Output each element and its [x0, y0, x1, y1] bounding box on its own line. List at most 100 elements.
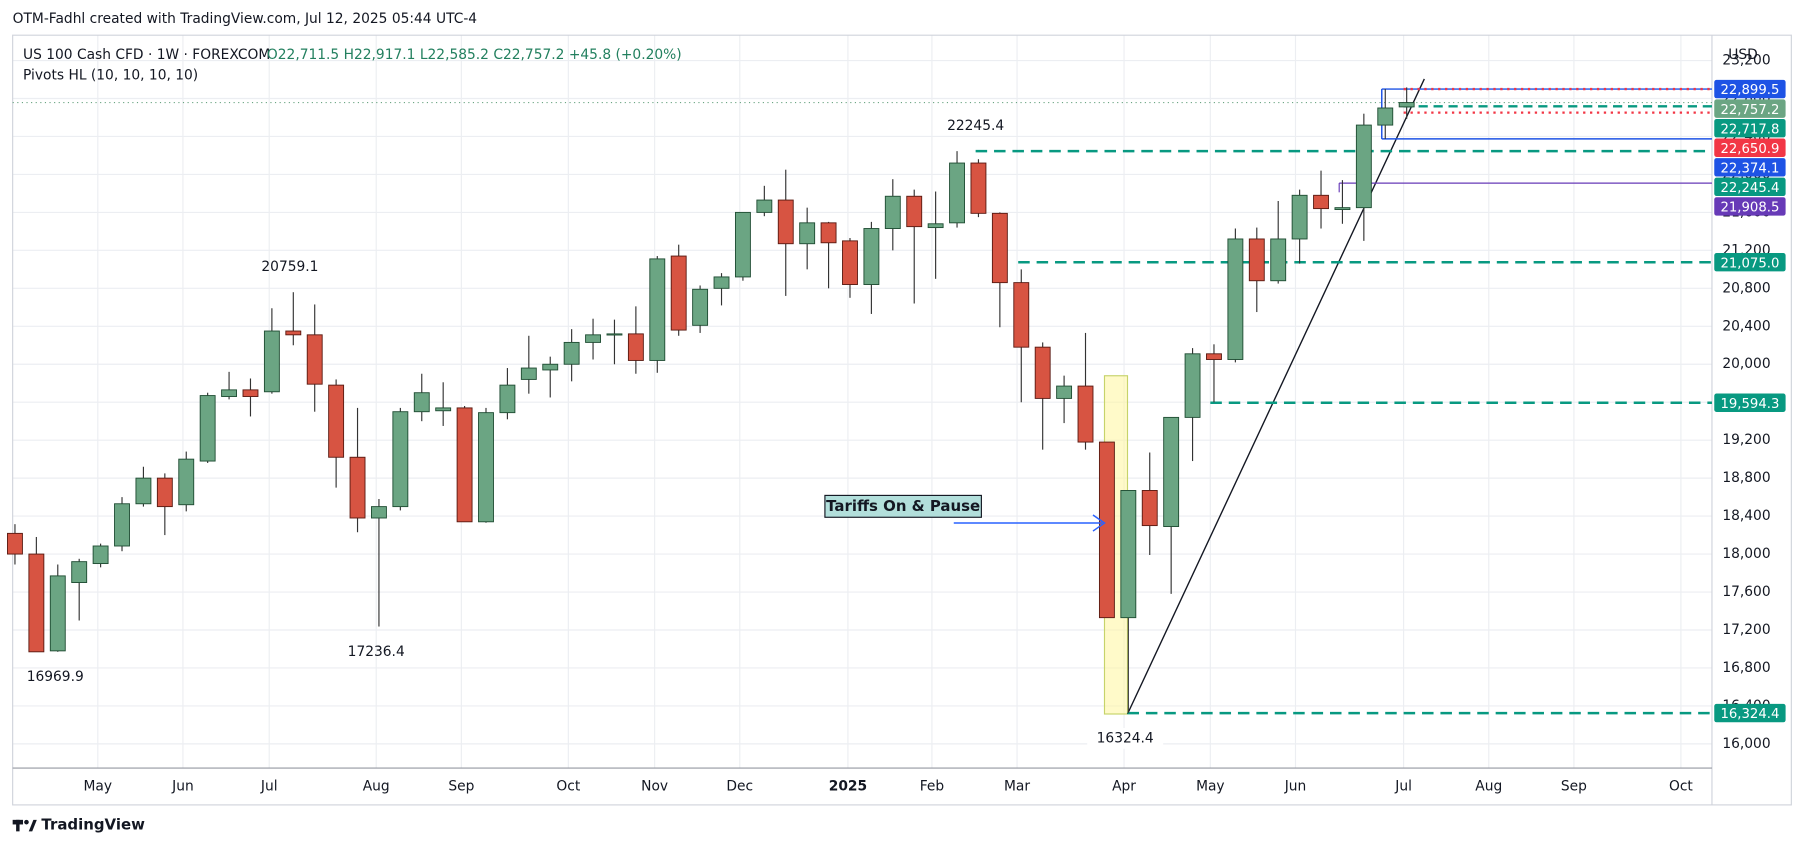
candle-body	[135, 477, 152, 505]
candle-body	[991, 212, 1008, 284]
candle-body	[1098, 441, 1115, 619]
price-label: 22,245.4	[1720, 181, 1779, 196]
candle-body	[884, 195, 901, 229]
candle-body	[371, 506, 387, 519]
candle-body	[242, 389, 259, 397]
candle-body	[1163, 416, 1180, 527]
x-tick-label: Aug	[1475, 778, 1502, 794]
candle-body	[7, 532, 23, 555]
x-tick-label: Mar	[1004, 778, 1030, 794]
x-tick-label: May	[84, 778, 113, 794]
candle-body	[949, 162, 965, 224]
x-tick-label: Sep	[1561, 778, 1587, 794]
candle-body	[435, 407, 452, 412]
candle-body	[392, 411, 409, 508]
candle-body	[606, 333, 623, 336]
candle-body	[1034, 346, 1051, 399]
arrow-head	[1092, 514, 1106, 532]
candle-body	[285, 330, 302, 336]
candle-layer	[7, 87, 1415, 714]
candle-body	[1291, 194, 1308, 240]
y-tick-label: 23,200	[1722, 53, 1770, 69]
price-label-bg	[1714, 197, 1786, 216]
annotation-text: Tariffs On & Pause	[826, 497, 980, 515]
footer: TradingView	[41, 816, 145, 834]
y-tick-label: 18,800	[1722, 470, 1770, 486]
candle-body	[1184, 353, 1201, 418]
frame	[12, 34, 1792, 806]
candle-body	[927, 223, 944, 229]
x-tick-label: Aug	[363, 778, 390, 794]
annotation-box	[824, 494, 982, 518]
x-tick-label: Oct	[556, 778, 580, 794]
candle-body	[756, 199, 773, 213]
candle-body	[799, 222, 816, 245]
candle-body	[1077, 385, 1094, 443]
candle-body	[585, 334, 601, 343]
candle-body	[28, 553, 45, 653]
currency: USD	[1728, 47, 1757, 63]
candle-body	[542, 363, 559, 371]
price-label-bg	[1714, 79, 1786, 99]
x-tick-label: Nov	[641, 778, 668, 794]
candle-body	[1398, 102, 1415, 108]
price-label-bg	[1714, 138, 1786, 157]
ohlc-legend: O22,711.5 H22,917.1 L22,585.2 C22,757.2 …	[267, 47, 682, 63]
drawing-layer	[12, 87, 1712, 715]
candle-body	[777, 199, 794, 245]
pivot-label: 16324.4	[1097, 730, 1154, 746]
change-label: +45.8 (+0.20%)	[569, 47, 682, 63]
x-tick-label: 2025	[829, 778, 867, 794]
indicator: Pivots HL (10, 10, 10, 10)	[23, 67, 198, 83]
x-tick-label: May	[1196, 778, 1225, 794]
candle-body	[1334, 207, 1351, 211]
x-tick-label: Feb	[920, 778, 944, 794]
candle-body	[499, 384, 516, 414]
y-tick-label: 18,400	[1722, 508, 1770, 524]
price-label-bg	[1714, 177, 1786, 197]
symbol: US 100 Cash CFD · 1W · FOREXCOM	[23, 47, 270, 63]
price-label: 19,594.3	[1720, 397, 1779, 412]
candle-body	[456, 407, 473, 523]
candle-body	[92, 545, 109, 565]
candle-body	[478, 412, 494, 523]
candle-body	[1270, 238, 1287, 282]
trend-line	[1126, 78, 1425, 715]
price-label: 22,374.1	[1720, 161, 1779, 176]
y-tick-label: 20,000	[1722, 356, 1770, 372]
price-label-bg	[1714, 158, 1786, 177]
candle-body	[49, 575, 66, 652]
candle-body	[199, 395, 216, 462]
price-label: 16,324.4	[1720, 707, 1779, 722]
pivot-label: 16969.9	[27, 669, 84, 685]
header: OTM-Fadhl created with TradingView.com, …	[13, 11, 477, 27]
candle-body	[906, 195, 923, 228]
candle-body	[520, 367, 537, 380]
price-label-bg	[1714, 253, 1786, 272]
price-label-bg	[1714, 393, 1786, 412]
candle-body	[1120, 490, 1137, 619]
candle-body	[413, 392, 430, 413]
candle-body	[1013, 282, 1030, 348]
candle-body	[649, 258, 666, 361]
candle-body	[842, 240, 858, 285]
y-tick-label: 16,800	[1722, 660, 1770, 676]
candle-body	[221, 389, 238, 397]
x-tick-label: Dec	[726, 778, 753, 794]
candle-body	[1355, 124, 1372, 209]
candle-body	[970, 162, 987, 214]
y-tick-label: 17,200	[1722, 622, 1770, 638]
candle-body	[713, 276, 730, 289]
candle-body	[734, 211, 751, 278]
price-label: 21,075.0	[1720, 256, 1779, 271]
high-label: H22,917.1	[344, 47, 416, 63]
x-tick-label: Jun	[1284, 778, 1307, 794]
candle-body	[1141, 490, 1158, 527]
candle-body	[563, 341, 580, 365]
price-label-bg	[1714, 703, 1786, 723]
open-label: O22,711.5	[267, 47, 339, 63]
price-label: 22,899.5	[1720, 83, 1779, 98]
y-tick-label: 19,200	[1722, 432, 1770, 448]
